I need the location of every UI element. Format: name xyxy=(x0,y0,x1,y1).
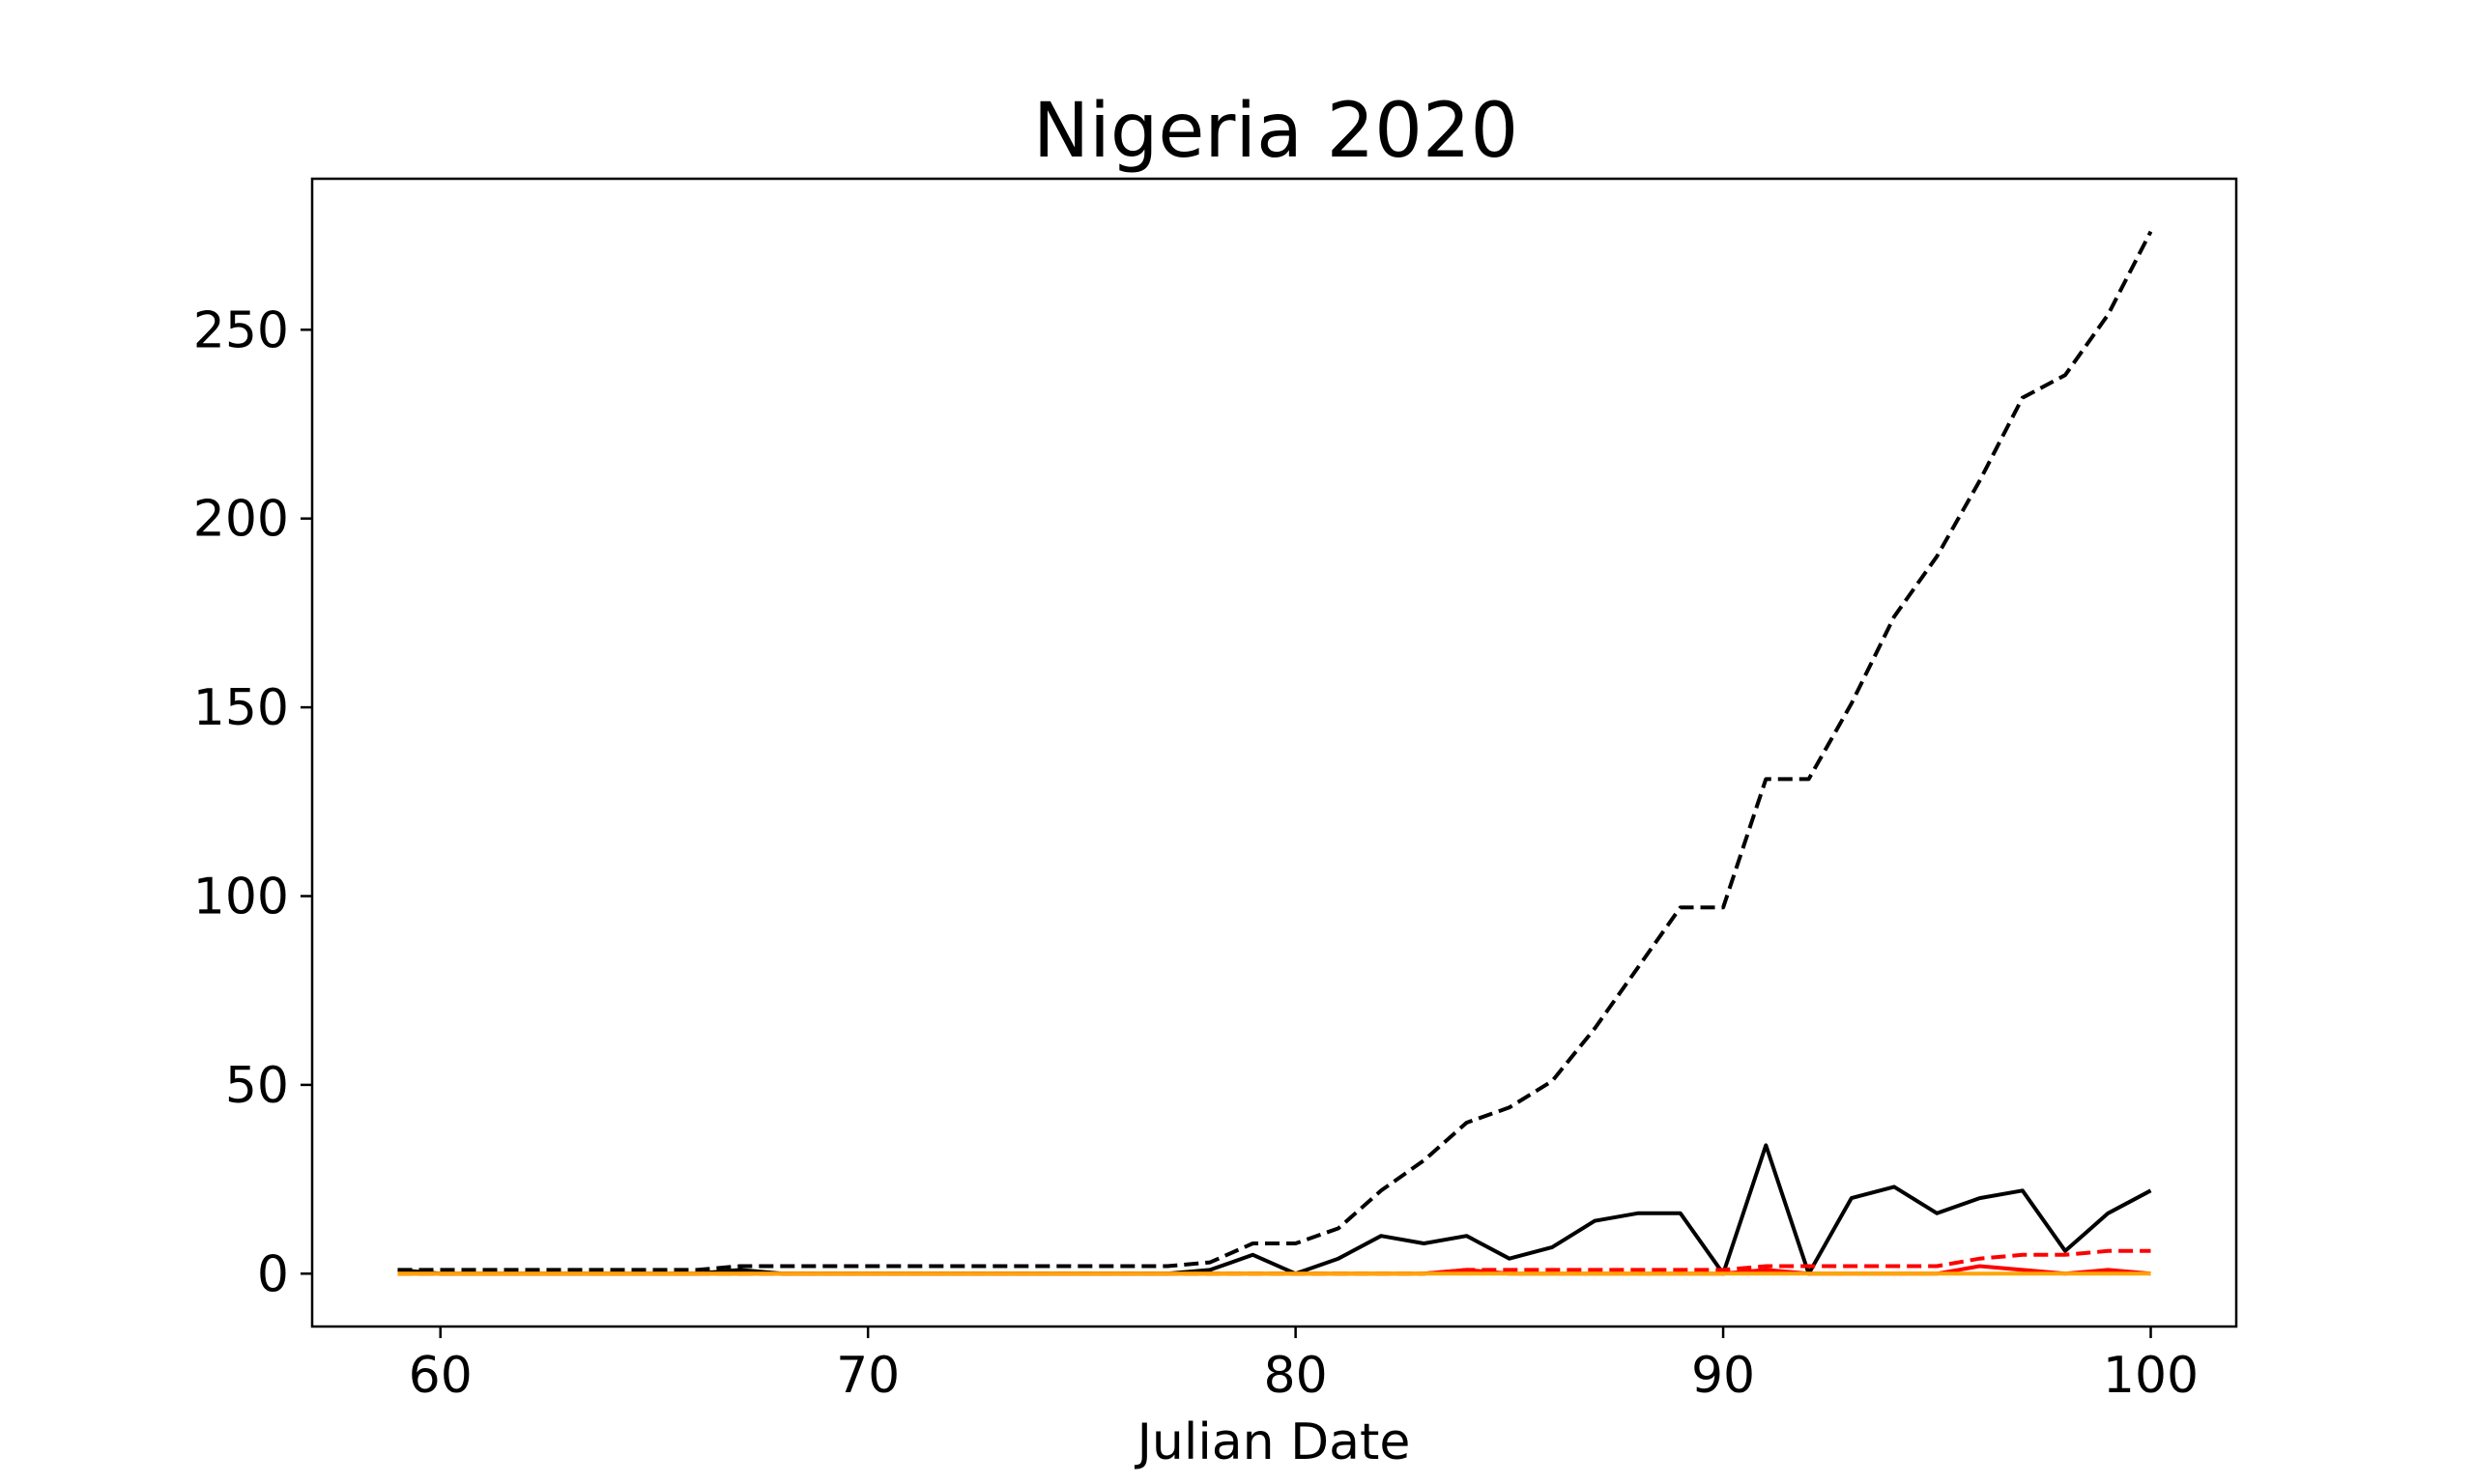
series-line-2 xyxy=(397,1143,2152,1276)
x-tick-label: 80 xyxy=(1264,1347,1328,1405)
x-axis: 60 70 80 90 100 xyxy=(409,1327,2199,1405)
plot-area-frame xyxy=(310,177,2238,1328)
x-tick-label: 90 xyxy=(1691,1347,1755,1405)
x-tick-label: 60 xyxy=(409,1347,473,1405)
y-tick-label: 200 xyxy=(193,491,289,549)
y-tick-label: 100 xyxy=(193,869,289,927)
x-axis-label: Julian Date xyxy=(1135,1413,1411,1471)
y-tick-label: 50 xyxy=(225,1057,289,1115)
y-axis: 0 50 100 150 200 250 xyxy=(193,301,312,1303)
y-tick-label: 150 xyxy=(193,679,289,737)
series-line-1 xyxy=(397,230,2153,1272)
x-tick-label: 70 xyxy=(836,1347,900,1405)
chart-title: Nigeria 2020 xyxy=(1033,88,1518,175)
y-tick-label: 250 xyxy=(193,301,289,359)
y-tick-label: 0 xyxy=(257,1245,289,1303)
x-tick-label: 100 xyxy=(2103,1347,2199,1405)
series-layer xyxy=(397,230,2153,1276)
